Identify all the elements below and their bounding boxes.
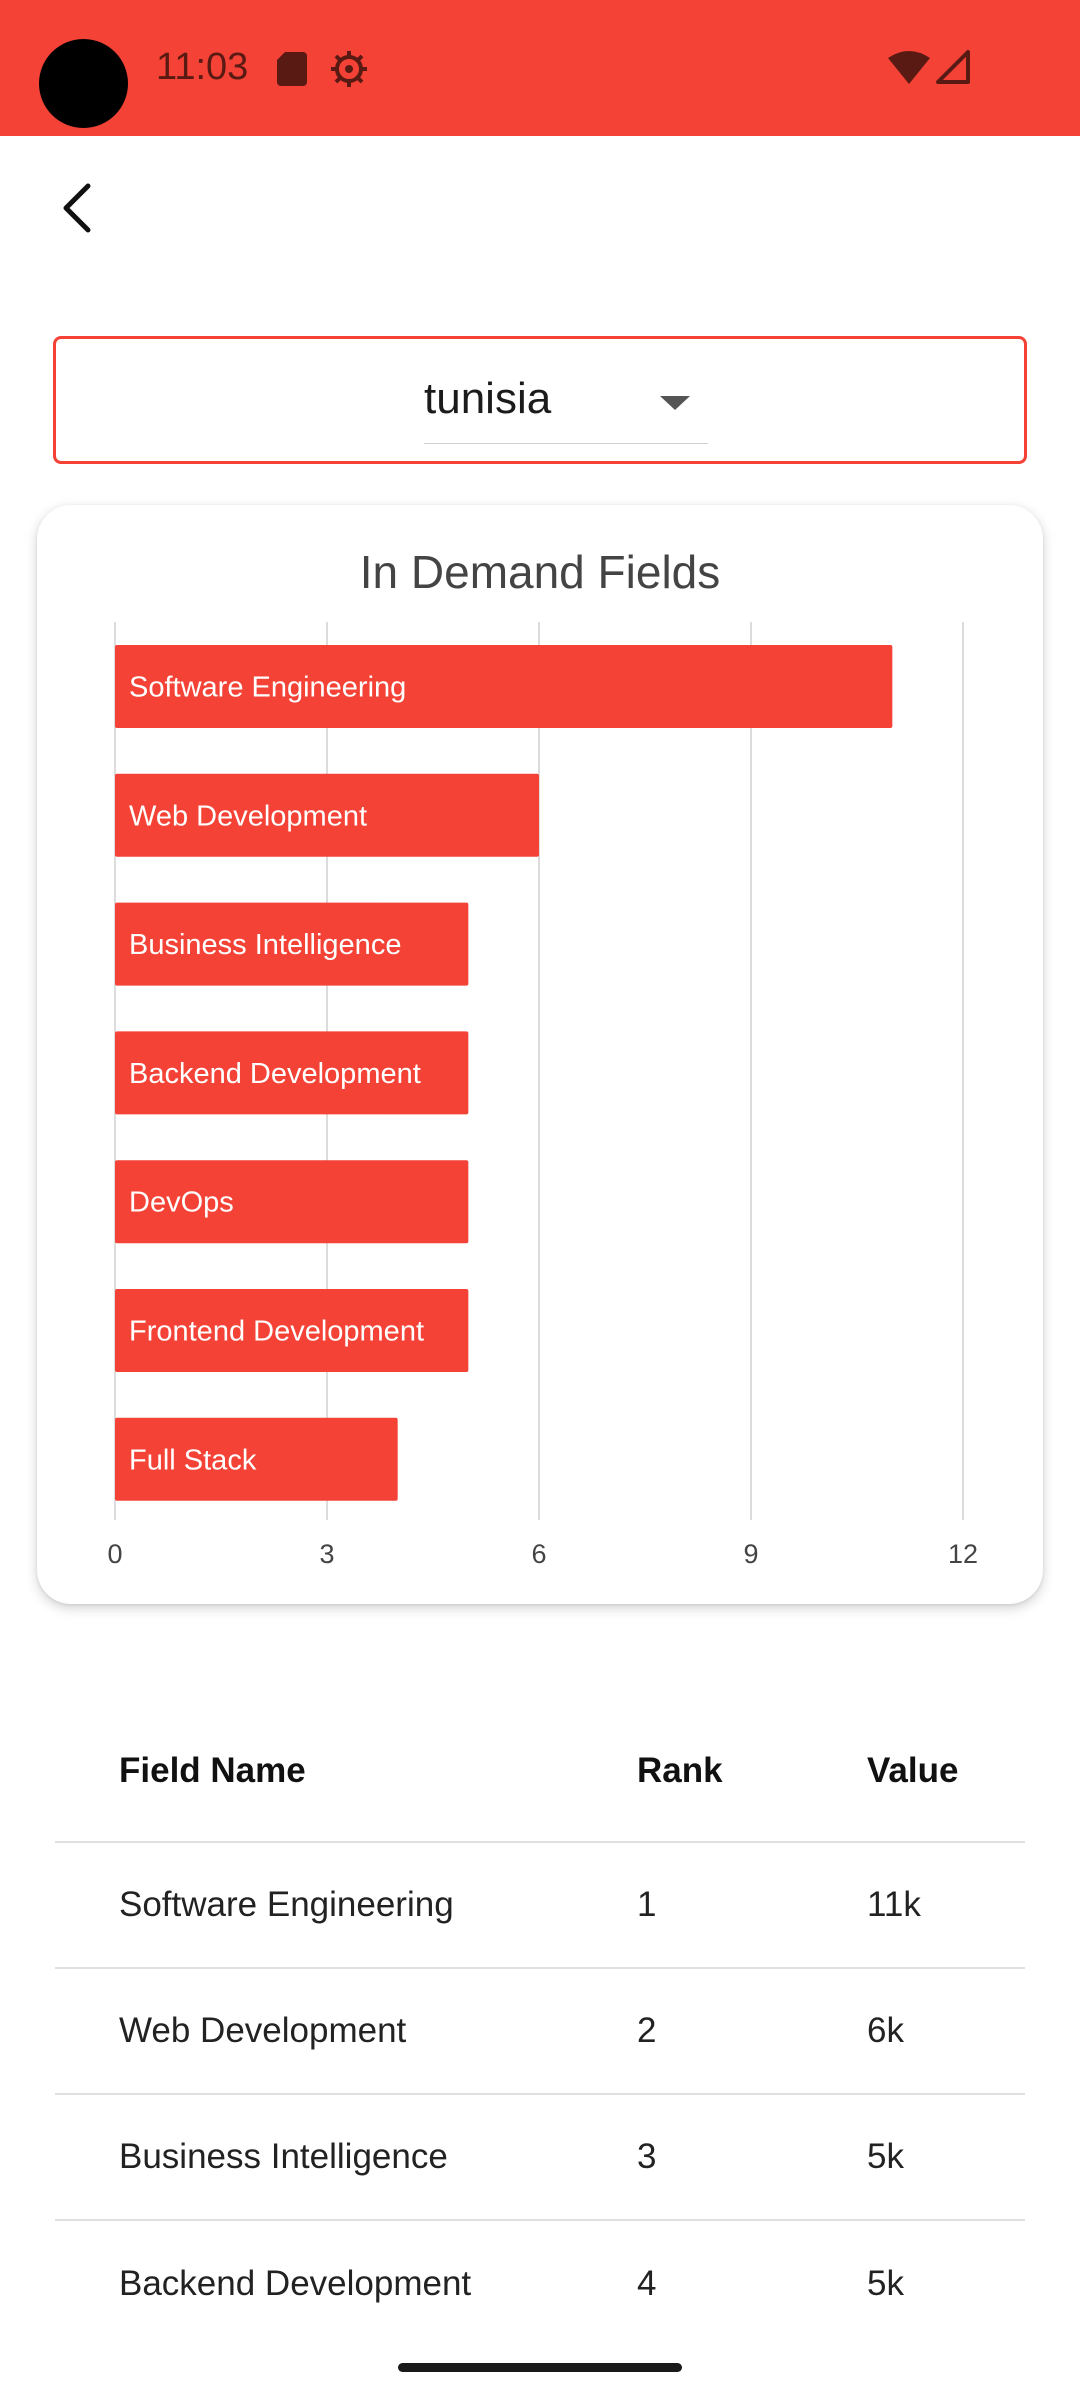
gear-icon [331, 51, 367, 87]
cell-field-name: Software Engineering [119, 1885, 454, 1924]
camera-cutout [39, 39, 128, 128]
cell-field-name: Web Development [119, 2011, 407, 2050]
cell-value: 5k [867, 2264, 904, 2303]
table-row: Web Development 2 6k [55, 1969, 1025, 2095]
cell-rank: 2 [637, 2011, 657, 2050]
sd-card-icon [277, 52, 307, 86]
wifi-icon [888, 51, 930, 84]
cell-field-name: Backend Development [119, 2264, 472, 2303]
status-bar: 11:03 [0, 0, 1080, 136]
cell-value: 6k [867, 2011, 904, 2050]
country-select-container [53, 336, 1027, 464]
chart-title: In Demand Fields [359, 546, 721, 598]
fields-table: Field Name Rank Value Software Engineeri… [55, 1700, 1025, 2347]
dropdown-selected-value: tunisia [424, 374, 552, 423]
cell-rank: 3 [637, 2137, 657, 2176]
table-row: Business Intelligence 3 5k [55, 2095, 1025, 2221]
home-indicator[interactable] [398, 2363, 682, 2372]
table-row: Software Engineering 1 11k [55, 1843, 1025, 1969]
chart-card [37, 505, 1043, 1604]
cell-field-name: Business Intelligence [119, 2137, 448, 2176]
table-row: Backend Development 4 5k [55, 2221, 1025, 2347]
status-time: 11:03 [156, 46, 249, 88]
table-header: Field Name Rank Value [55, 1700, 1025, 1843]
cell-rank: 1 [637, 1885, 657, 1924]
cell-rank: 4 [637, 2264, 657, 2303]
cell-value: 5k [867, 2137, 904, 2176]
caret-down-icon [660, 396, 690, 410]
back-button[interactable] [48, 176, 104, 240]
cell-value: 11k [867, 1885, 921, 1924]
chevron-left-icon [63, 183, 91, 233]
signal-icon [936, 50, 970, 84]
header-field-name: Field Name [119, 1750, 306, 1790]
header-value: Value [867, 1750, 959, 1790]
country-dropdown[interactable]: tunisia [424, 370, 708, 444]
header-rank: Rank [637, 1750, 723, 1790]
